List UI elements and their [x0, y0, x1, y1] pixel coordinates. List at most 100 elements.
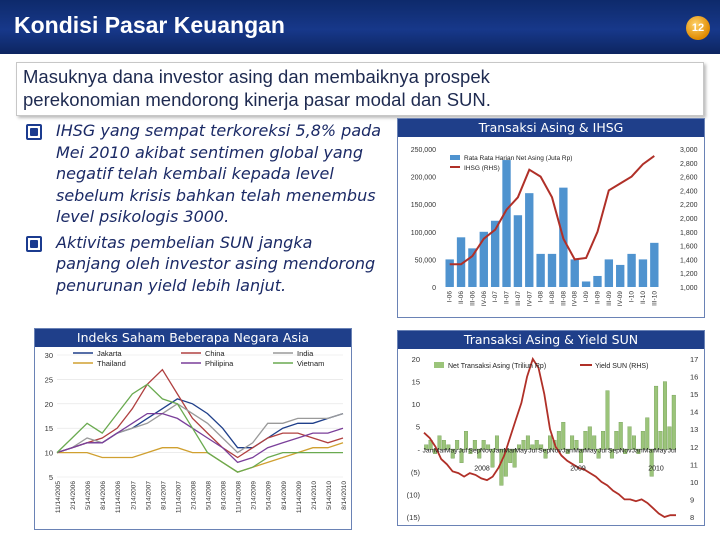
x-tick-label: May [515, 447, 528, 454]
bar [604, 259, 614, 287]
chart-title: Transaksi Asing & Yield SUN [398, 331, 704, 349]
bar [556, 431, 561, 450]
bar [459, 449, 464, 463]
x-tick-label: III-07 [515, 291, 522, 306]
page-number-badge: 12 [686, 16, 710, 40]
legend-label: Philipina [205, 359, 234, 368]
bar [578, 449, 583, 463]
y2-tick-label: 3,000 [680, 147, 698, 154]
y2-tick-label: 1,800 [680, 230, 698, 237]
y-tick-label: 30 [45, 351, 53, 360]
bar [570, 259, 579, 287]
y2-tick-label: 2,600 [680, 175, 698, 182]
bar [565, 449, 570, 454]
y2-tick-label: 1,600 [680, 244, 698, 251]
bullet-text: Aktivitas pembelian SUN jangka panjang o… [56, 232, 376, 295]
y-tick-label: 100,000 [411, 230, 436, 237]
y-tick-label: 50,000 [415, 257, 437, 264]
chart-title: Transaksi Asing & IHSG [398, 119, 704, 137]
bar [502, 160, 511, 287]
y2-tick-label: 8 [690, 513, 694, 522]
y-tick-label: 25 [45, 375, 53, 384]
y2-tick-label: 17 [690, 355, 698, 364]
legend-label: Yield SUN (RHS) [595, 363, 648, 370]
bar [530, 444, 535, 450]
y-tick-label: 20 [412, 355, 420, 364]
bar [543, 449, 548, 459]
bar [508, 449, 513, 463]
legend-label: IHSG (RHS) [464, 165, 500, 172]
legend-label: Jakarta [97, 349, 122, 358]
y2-tick-label: 1,000 [680, 285, 698, 292]
x-tick-label: I-08 [538, 291, 545, 303]
legend-label: Net Transaksi Asing (Triliun Rp) [448, 363, 546, 370]
chart-ihsg: 250,000 200,000 150,000 100,000 50,000 0 3,000… [411, 147, 698, 307]
y2-tick-label: 2,200 [680, 202, 698, 209]
bar [640, 431, 645, 450]
bar [494, 435, 499, 450]
bar [636, 449, 641, 454]
bar [618, 422, 623, 450]
series-line [56, 412, 344, 464]
bar [521, 440, 526, 450]
x-tick-label: Mar [503, 447, 515, 454]
checkbox-bullet-icon [26, 124, 42, 140]
chart-panel-yield-sun: Transaksi Asing & Yield SUN 20 15 10 5 - (5) (… [397, 330, 705, 526]
bar [627, 426, 632, 450]
x-tick-label: IV-08 [572, 291, 579, 307]
bar [614, 431, 619, 450]
bar [477, 449, 482, 459]
x-tick-label: Sep [468, 447, 480, 454]
bar [512, 449, 517, 468]
bar [456, 237, 466, 287]
x-tick-label: Jan [423, 447, 434, 454]
x-tick-label: Nov [619, 447, 632, 454]
legend-swatch [434, 362, 444, 368]
y-tick-label: (15) [407, 513, 421, 522]
chart-panel-ihsg: Transaksi Asing & IHSG 250,000 200,000 150… [397, 118, 705, 318]
bar [593, 275, 602, 287]
x-tick-label: 8/14/2010 [341, 481, 348, 510]
y2-tick-label: 2,000 [680, 216, 698, 223]
x-tick-label: 11/14/2006 [115, 481, 122, 513]
x-tick-label: Mar [573, 447, 585, 454]
y2-tick-label: 16 [690, 373, 698, 382]
y-tick-label: - [418, 445, 421, 454]
x-tick-label: Jan [562, 447, 573, 454]
x-tick-label: Jul [598, 447, 607, 454]
bar [534, 440, 539, 450]
x-tick-label: 8/14/2009 [281, 481, 288, 510]
series-line [56, 368, 344, 459]
y2-tick-label: 1,200 [680, 271, 698, 278]
bar [513, 215, 523, 287]
subtitle-box: Masuknya dana investor asing dan membaik… [16, 62, 704, 116]
y-tick-label: (5) [411, 468, 421, 477]
legend-label: Rata Rata Harian Net Asing (Juta Rp) [464, 155, 572, 162]
slide-title: Kondisi Pasar Keuangan [14, 12, 285, 38]
chart-yield-sun: 20 15 10 5 - (5) (10) (15) 17 16 15 14 13 12 11 10 9 8 Jan… [407, 355, 699, 522]
bar [499, 449, 504, 486]
x-tick-label: 2/14/2006 [70, 481, 77, 510]
x-tick-label: II-08 [549, 291, 556, 304]
y2-tick-label: 12 [690, 443, 698, 452]
bar [547, 253, 557, 287]
series-line [423, 356, 676, 518]
chart-asia-index: 30 25 20 15 10 5 Jakarta China India Thailand Phil… [45, 349, 348, 513]
x-tick-label: 11/14/2005 [55, 481, 62, 513]
y2-tick-label: 1,400 [680, 257, 698, 264]
bar [536, 253, 545, 287]
bar [616, 264, 625, 287]
chart-title: Indeks Saham Beberapa Negara Asia [35, 329, 351, 347]
bar [450, 449, 455, 459]
x-tick-label: 2/14/2007 [130, 481, 137, 510]
x-tick-label: II-06 [458, 291, 465, 304]
year-label: 2009 [570, 465, 586, 472]
y-tick-label: 250,000 [411, 147, 436, 154]
y-tick-label: 10 [412, 400, 420, 409]
checkbox-bullet-icon [26, 235, 42, 252]
x-tick-label: 5/14/2010 [326, 481, 333, 510]
bullet-list: IHSG yang sempat terkoreksi 5,8% pada Me… [26, 120, 382, 300]
bar [645, 417, 650, 450]
bar [601, 431, 606, 450]
y-tick-label: 150,000 [411, 202, 436, 209]
